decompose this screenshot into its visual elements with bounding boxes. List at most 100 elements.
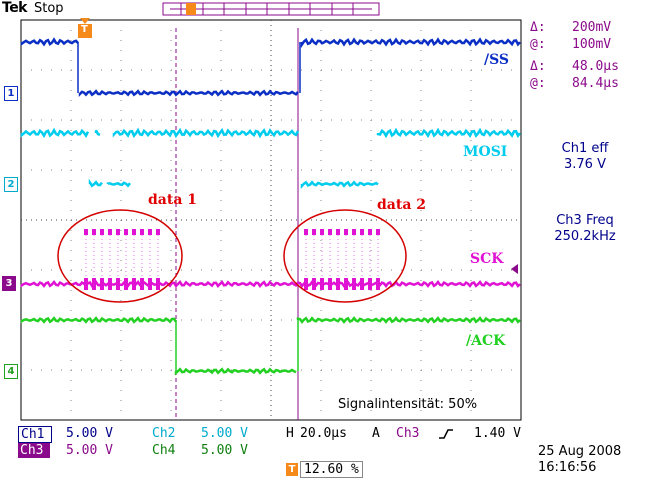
- mosi-trace-low-3: [300, 180, 379, 189]
- sck-burst-2: [368, 229, 372, 235]
- sck-burst-2: [312, 229, 316, 235]
- ch1-ground-marker[interactable]: 1: [4, 86, 18, 101]
- mosi-trace-low-1: [88, 178, 103, 188]
- sck-burst-2: [344, 278, 348, 290]
- at-t-value: 84.4µs: [572, 76, 619, 91]
- sck-burst-2: [352, 229, 356, 235]
- trigger-t-label: T: [81, 24, 88, 35]
- sck-burst-2: [304, 278, 308, 290]
- sck-burst-2: [304, 229, 308, 235]
- mosi-label: MOSI: [463, 144, 508, 160]
- ch3-ground-marker[interactable]: 3: [2, 276, 16, 291]
- trigger-position-marker[interactable]: [78, 18, 92, 38]
- ch3-name[interactable]: Ch3: [18, 443, 50, 458]
- sck-burst-1: [132, 278, 136, 290]
- graticule: [20, 19, 522, 421]
- sck-burst-1: [84, 278, 88, 290]
- delta-t-symbol: Δ:: [530, 59, 546, 74]
- delta-t-value: 48.0µs: [572, 59, 619, 74]
- mosi-trace-high-1: [20, 127, 90, 139]
- ss-trace-high-1: [20, 37, 79, 47]
- ch3-measure-value: 250.2kHz: [554, 229, 616, 244]
- signal-intensity: Signalintensität: 50%: [338, 397, 478, 412]
- sck-burst-1: [108, 229, 112, 235]
- ch1-measure-title: Ch1 eff: [561, 141, 609, 156]
- ch1-name[interactable]: Ch1: [18, 426, 52, 443]
- sck-burst-2: [312, 278, 316, 290]
- sck-burst-2: [320, 278, 324, 290]
- data2-annotation: data 2: [377, 197, 427, 213]
- ch4-ground-marker[interactable]: 4: [4, 364, 18, 379]
- date: 25 Aug 2008: [538, 444, 622, 459]
- mosi-trace-high-3: [376, 127, 521, 139]
- trigger-pos-icon: T: [286, 463, 298, 476]
- ch4-name[interactable]: Ch4: [152, 443, 176, 458]
- sck-burst-2: [360, 229, 364, 235]
- sck-burst-1: [84, 229, 88, 235]
- ch2-name[interactable]: Ch2: [152, 426, 176, 441]
- delta-v-value: 200mV: [572, 20, 612, 35]
- trigger-level-arrow[interactable]: [511, 264, 518, 274]
- sck-burst-1: [100, 278, 104, 290]
- brand-logo: Tek: [2, 0, 28, 16]
- ss-trace-high-2: [300, 37, 521, 49]
- sck-burst-1: [100, 229, 104, 235]
- ch3-scale: 5.00 V: [66, 443, 113, 458]
- sck-burst-1: [92, 278, 96, 290]
- sck-burst-2: [328, 278, 332, 290]
- ch1-scale: 5.00 V: [66, 426, 113, 441]
- data1-annotation: data 1: [148, 192, 198, 208]
- record-view-bar[interactable]: [162, 2, 380, 16]
- sck-burst-2: [328, 229, 332, 235]
- sck-burst-2: [352, 278, 356, 290]
- sck-burst-1: [116, 278, 120, 290]
- sck-burst-2: [376, 278, 380, 290]
- mosi-trace-low-2: [106, 181, 131, 188]
- ack-trace-low: [174, 367, 297, 376]
- data2-highlight-ellipse: [283, 209, 407, 303]
- trigger-position[interactable]: 12.60 %: [300, 461, 363, 478]
- sck-burst-2: [344, 229, 348, 235]
- sck-burst-1: [140, 278, 144, 290]
- ss-label: /SS: [484, 52, 510, 68]
- horizontal-scale[interactable]: 20.0µs: [300, 426, 347, 441]
- ch3-measure-title: Ch3 Freq: [556, 213, 614, 228]
- sck-burst-1: [108, 278, 112, 290]
- sck-burst-1: [156, 278, 160, 290]
- delta-v-symbol: Δ:: [530, 20, 546, 35]
- mosi-trace-pulse-1: [94, 129, 101, 136]
- acquisition-status: Stop: [34, 1, 64, 16]
- rising-edge-icon: [439, 429, 453, 439]
- ack-trace-high-1: [20, 316, 178, 324]
- sck-burst-2: [360, 278, 364, 290]
- sck-burst-2: [336, 229, 340, 235]
- at-v-symbol: @:: [530, 37, 546, 52]
- sck-burst-1: [124, 278, 128, 290]
- sck-burst-1: [124, 229, 128, 235]
- sck-burst-2: [376, 229, 380, 235]
- sck-burst-1: [148, 229, 152, 235]
- ss-trace-low: [78, 89, 299, 98]
- ch4-scale: 5.00 V: [201, 443, 248, 458]
- ch2-scale: 5.00 V: [201, 426, 248, 441]
- ch2-ground-marker[interactable]: 2: [4, 177, 18, 192]
- trigger-source[interactable]: Ch3: [396, 426, 420, 441]
- horizontal-label: H: [286, 426, 294, 441]
- waveforms: [20, 37, 521, 376]
- trigger-level[interactable]: 1.40 V: [474, 426, 521, 441]
- at-v-value: 100mV: [572, 37, 612, 52]
- trigger-mode-label: A: [372, 426, 380, 441]
- sck-burst-1: [116, 229, 120, 235]
- ch1-measure-value: 3.76 V: [564, 157, 606, 172]
- data1-highlight-ellipse: [57, 209, 183, 303]
- sck-burst-2: [368, 278, 372, 290]
- at-t-symbol: @:: [530, 76, 546, 91]
- sck-burst-1: [92, 229, 96, 235]
- sck-burst-1: [140, 229, 144, 235]
- ack-trace-high-2: [296, 316, 521, 324]
- sck-burst-1: [156, 229, 160, 235]
- mosi-trace-high-2: [112, 127, 300, 139]
- sck-burst-1: [132, 229, 136, 235]
- sck-burst-1: [148, 278, 152, 290]
